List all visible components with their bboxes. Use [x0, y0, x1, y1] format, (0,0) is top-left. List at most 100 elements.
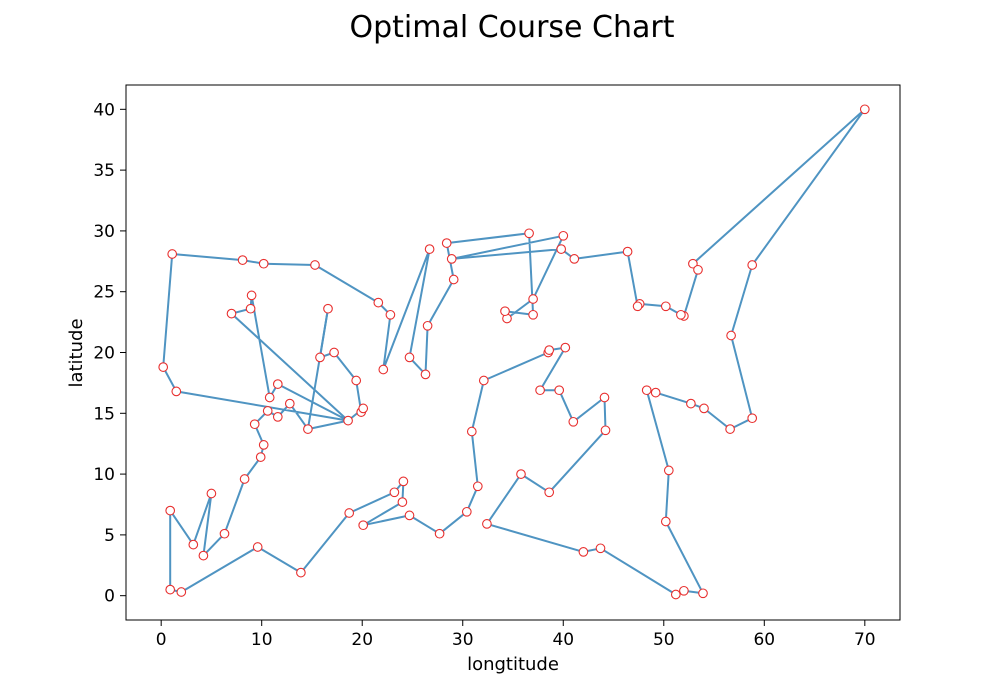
waypoint-marker: [249, 419, 260, 430]
waypoint-marker: [167, 249, 178, 259]
waypoint-marker: [726, 330, 736, 341]
y-tick-label: 40: [93, 100, 115, 120]
route-line-1: [319, 308, 365, 414]
waypoint-marker: [560, 342, 571, 353]
waypoint-marker: [747, 260, 758, 270]
waypoint-marker: [516, 469, 526, 479]
waypoint-marker: [389, 487, 400, 498]
waypoint-marker: [688, 258, 698, 269]
waypoint-marker: [158, 362, 169, 372]
x-tick-label: 0: [156, 630, 167, 650]
waypoint-marker: [600, 425, 611, 436]
waypoint-marker: [599, 392, 610, 403]
waypoint-marker: [206, 488, 217, 499]
waypoint-marker: [226, 308, 237, 319]
waypoint-marker: [219, 528, 230, 539]
waypoint-marker: [262, 406, 273, 416]
chart-title: Optimal Course Chart: [350, 10, 675, 45]
waypoint-marker: [461, 506, 472, 517]
waypoint-marker: [310, 260, 320, 270]
y-tick-label: 0: [104, 587, 115, 607]
x-tick-label: 50: [653, 630, 675, 650]
y-axis-label: latitude: [66, 318, 87, 387]
waypoint-marker: [698, 588, 708, 599]
waypoint-marker: [558, 230, 569, 241]
y-tick-label: 30: [93, 222, 115, 242]
waypoint-marker: [472, 481, 483, 492]
waypoint-marker: [252, 542, 263, 552]
waypoint-marker: [385, 309, 396, 320]
waypoint-marker: [296, 567, 306, 578]
route-line-0: [162, 108, 866, 596]
waypoint-marker: [165, 505, 176, 516]
waypoint-marker: [246, 290, 257, 301]
x-axis-label: longtitude: [467, 654, 559, 675]
tick-group: 0 10 20 30 40 50 60 70 0 5 10 15 20 25 30 35 40: [93, 100, 875, 650]
route-lines: [162, 108, 866, 596]
y-tick-label: 20: [93, 344, 115, 364]
x-tick-label: 60: [753, 630, 775, 650]
waypoint-marker: [544, 345, 555, 355]
waypoint-marker: [441, 238, 452, 248]
waypoint-marker: [245, 303, 256, 314]
waypoint-marker: [176, 587, 187, 597]
waypoint-marker: [284, 398, 295, 409]
waypoint-marker: [660, 301, 671, 312]
waypoint-marker: [315, 352, 325, 363]
waypoint-marker: [578, 547, 589, 557]
x-tick-label: 40: [552, 630, 574, 650]
waypoint-marker: [641, 385, 652, 396]
waypoint-marker: [466, 426, 477, 437]
waypoint-marker: [373, 297, 384, 308]
waypoint-marker: [258, 440, 269, 450]
waypoint-marker: [595, 543, 606, 554]
x-tick-label: 70: [854, 630, 876, 650]
y-tick-label: 15: [93, 404, 115, 424]
waypoint-marker: [358, 403, 369, 414]
waypoint-markers: [158, 104, 870, 600]
route-connector: [306, 308, 329, 430]
waypoint-marker: [622, 246, 633, 257]
waypoint-marker: [556, 244, 567, 254]
waypoint-marker: [165, 584, 176, 595]
waypoint-marker: [422, 320, 433, 331]
waypoint-marker: [272, 379, 283, 389]
waypoint-marker: [670, 589, 681, 600]
waypoint-marker: [679, 585, 689, 596]
waypoint-marker: [239, 474, 250, 484]
waypoint-marker: [434, 528, 445, 539]
y-tick-label: 35: [93, 161, 115, 181]
x-tick-label: 30: [452, 630, 474, 650]
waypoint-marker: [424, 244, 435, 254]
waypoint-marker: [237, 255, 248, 265]
waypoint-marker: [398, 476, 409, 487]
waypoint-marker: [478, 375, 489, 386]
waypoint-marker: [171, 386, 182, 397]
waypoint-marker: [693, 264, 703, 275]
waypoint-marker: [404, 510, 415, 521]
waypoint-marker: [725, 424, 735, 434]
x-tick-label: 20: [351, 630, 373, 650]
waypoint-marker: [358, 520, 369, 531]
waypoint-marker: [859, 104, 870, 115]
x-tick-label: 10: [251, 630, 273, 650]
waypoint-marker: [351, 375, 362, 386]
waypoint-marker: [482, 519, 492, 529]
y-tick-label: 5: [104, 526, 115, 546]
waypoint-marker: [676, 309, 686, 320]
waypoint-marker: [323, 303, 333, 314]
waypoint-marker: [420, 369, 431, 380]
waypoint-marker: [569, 254, 580, 264]
waypoint-marker: [500, 306, 510, 317]
waypoint-marker: [264, 392, 275, 403]
waypoint-marker: [343, 415, 353, 426]
waypoint-marker: [303, 424, 313, 434]
waypoint-marker: [528, 294, 538, 304]
waypoint-marker: [255, 452, 266, 462]
waypoint-marker: [446, 254, 457, 264]
waypoint-marker: [378, 364, 389, 375]
waypoint-marker: [686, 398, 696, 409]
waypoint-marker: [448, 274, 459, 285]
waypoint-marker: [404, 352, 415, 363]
